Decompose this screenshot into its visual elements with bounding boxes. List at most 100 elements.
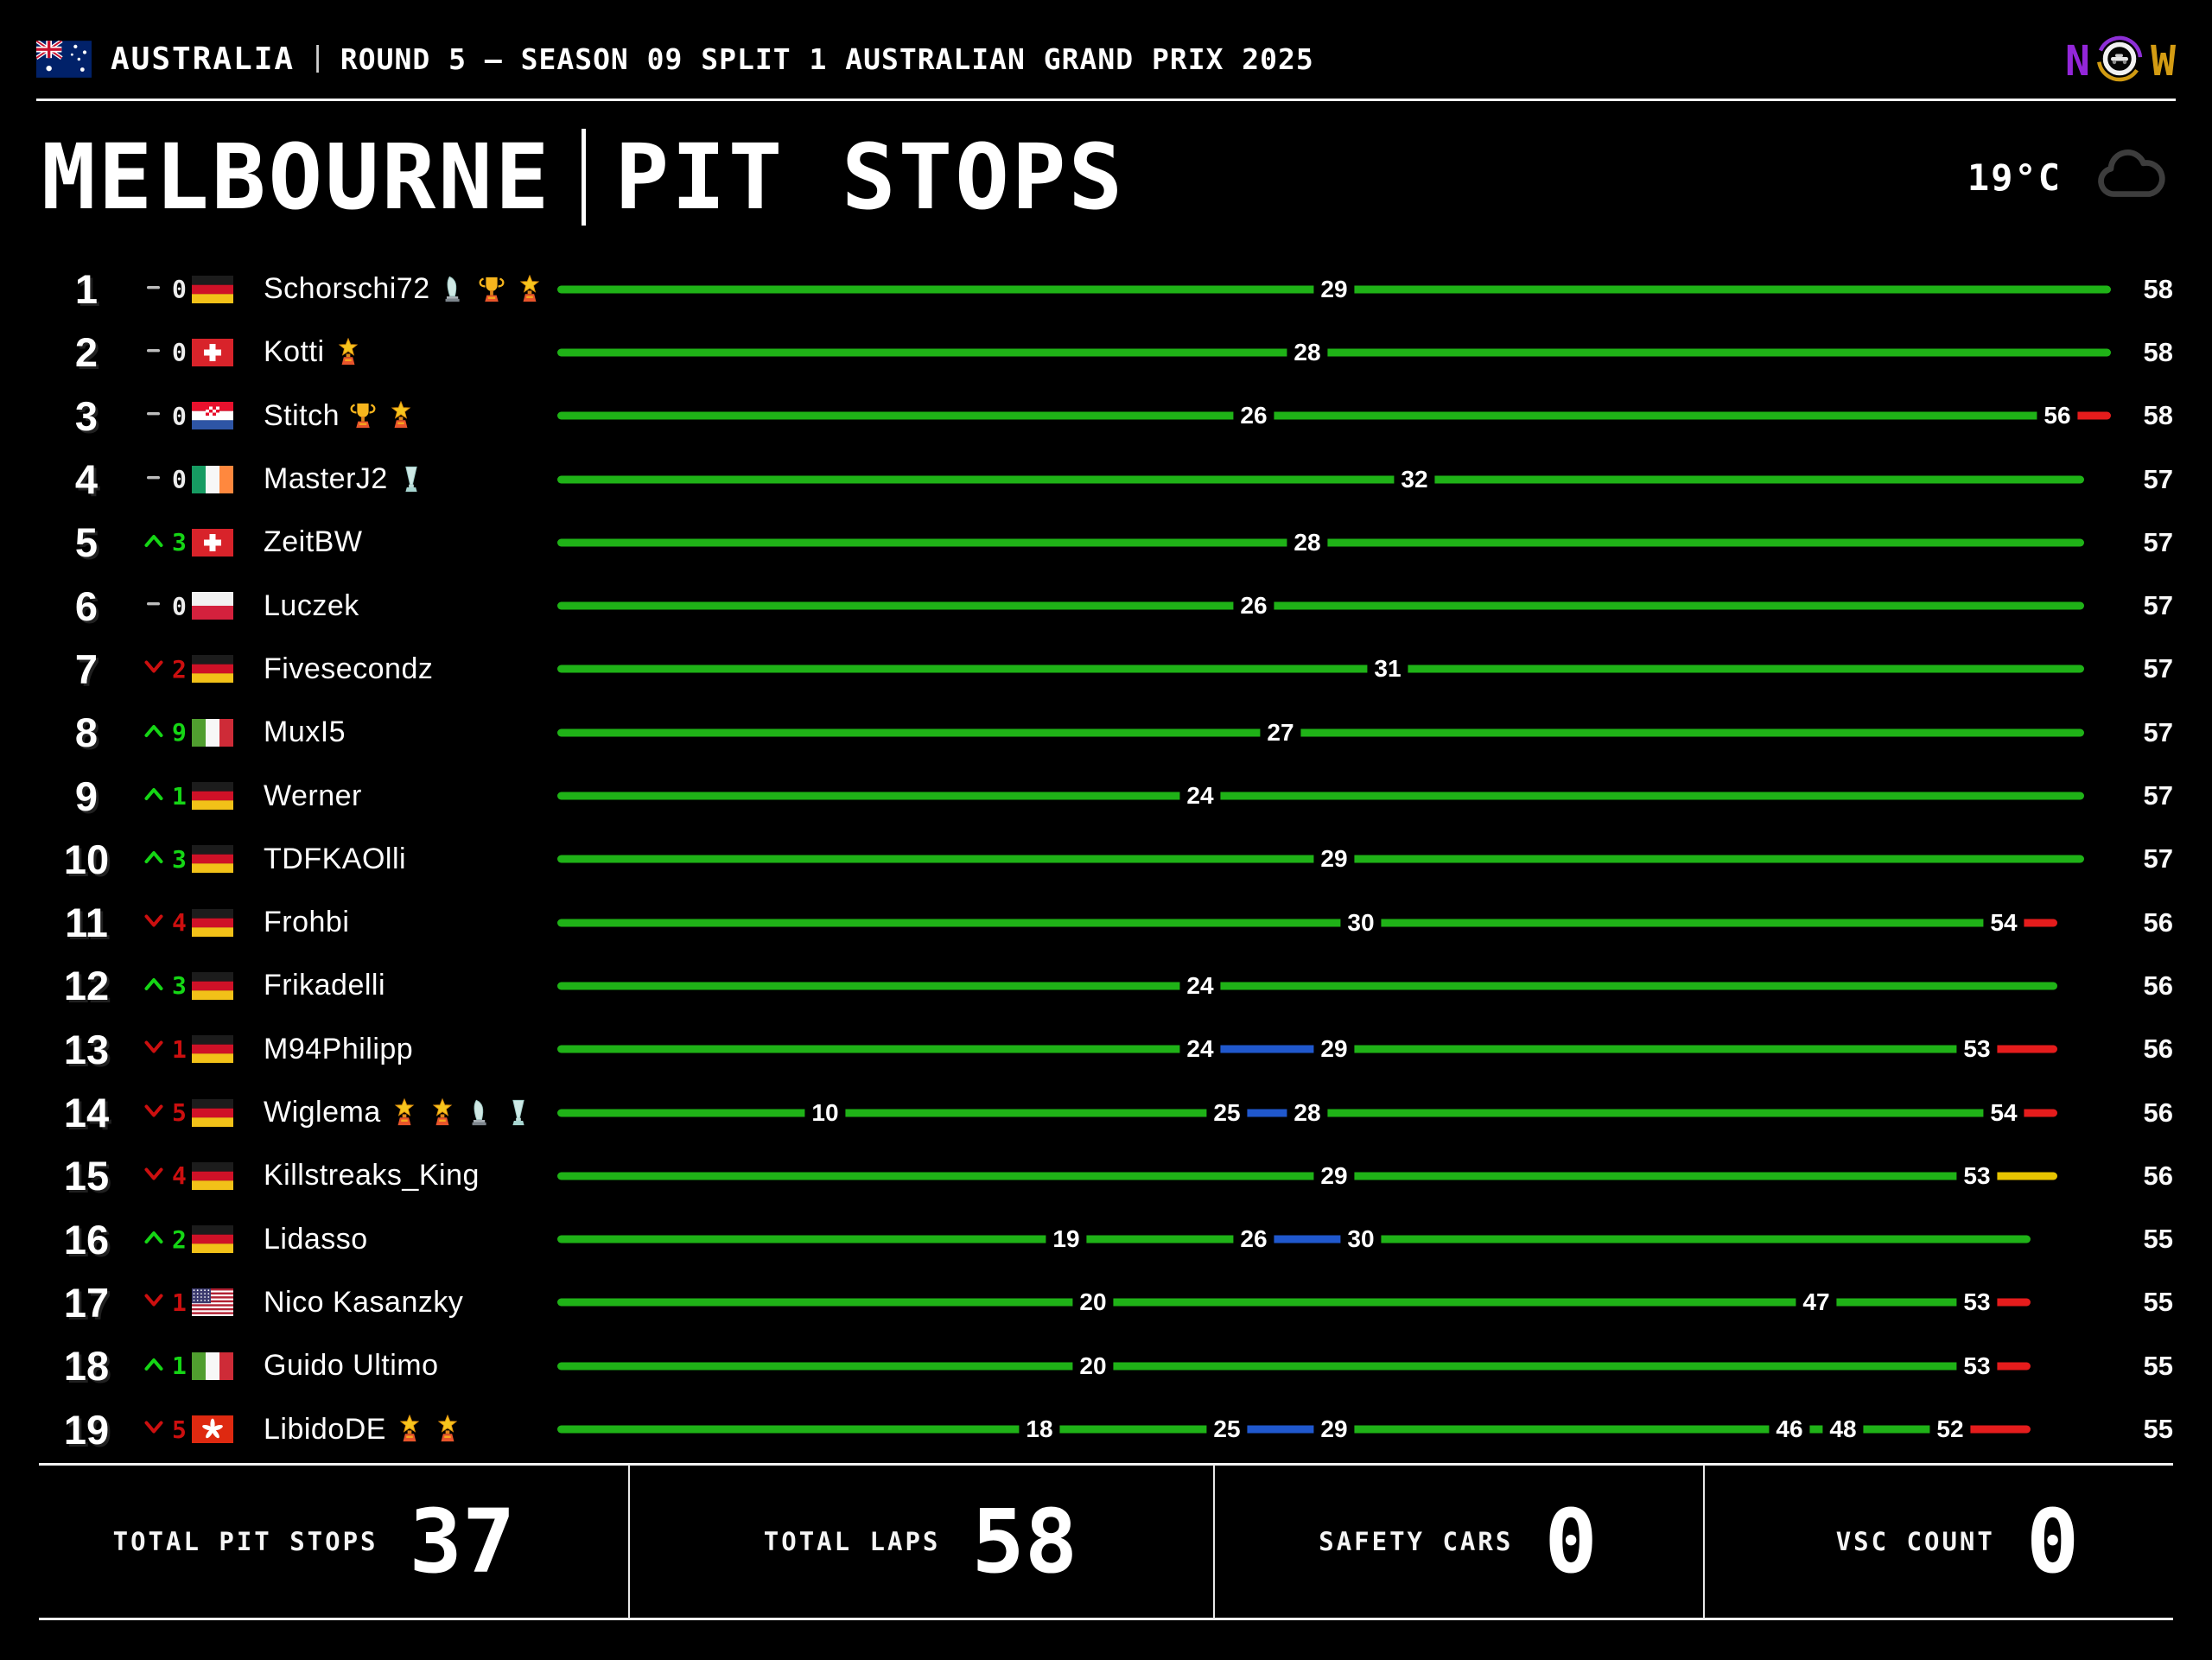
stint-segment: [1254, 1235, 1361, 1243]
country-flag-icon-de: [192, 782, 233, 811]
driver-row: 4 0 MasterJ2 32 57: [0, 448, 2212, 511]
stat-safety-cars: SAFETY CARS 0: [1213, 1466, 1703, 1618]
driver-row: 12 3 Frikadelli 24 56: [0, 954, 2212, 1017]
stint-segment: [1254, 601, 2084, 610]
country-flag-icon-de: [192, 908, 233, 937]
position-label: 10: [63, 836, 110, 882]
driver-cell: Lidasso: [264, 1208, 368, 1271]
change-value: 3: [172, 844, 187, 874]
driver-name: Killstreaks_King: [264, 1159, 480, 1193]
country-flag-icon-de: [192, 275, 233, 303]
country-flag-icon-de: [192, 655, 233, 684]
change-value: 3: [172, 971, 187, 1001]
country-flag-icon-pl: [192, 592, 233, 620]
driver-name: Schorschi72: [264, 272, 430, 306]
chevron-down-icon: [143, 659, 164, 678]
stint-segment: [825, 1109, 1227, 1117]
pit-lap-label: 28: [1287, 337, 1328, 367]
country-flag-icon-de: [192, 1225, 233, 1254]
laps-completed-label: 55: [2143, 1414, 2173, 1445]
stint-segment: [1334, 1425, 1789, 1434]
footer-top-line: [39, 1463, 2173, 1466]
pit-lap-label: 53: [1956, 1288, 1998, 1318]
weather-widget: 19°C: [1967, 149, 2171, 207]
stint-segment: [1200, 792, 2084, 800]
page-title-section: PIT STOPS: [614, 124, 1126, 230]
driver-cell: LibidoDE: [264, 1397, 462, 1460]
laps-completed-label: 57: [2143, 716, 2173, 747]
pit-lap-label: 56: [2037, 401, 2078, 431]
stint-segment: [1950, 1425, 2031, 1434]
laps-completed-label: 58: [2143, 336, 2173, 367]
stat-label: TOTAL LAPS: [763, 1527, 941, 1556]
star-trophy-icon: [433, 1414, 462, 1444]
stint-segment: [1307, 538, 2084, 547]
stint-segment: [1307, 348, 2111, 357]
star-trophy-icon: [386, 400, 416, 430]
pit-timeline: 30 54: [557, 891, 2111, 954]
stint-segment: [1281, 728, 2084, 737]
driver-cell: Luczek: [264, 575, 359, 638]
chevron-down-icon: [143, 1040, 164, 1059]
driver-row: 11 4 Frohbi 30 54 56: [0, 891, 2212, 954]
chevron-down-icon: [143, 1293, 164, 1312]
pit-timeline: 32: [557, 448, 2111, 511]
pit-lap-label: 54: [1983, 907, 2024, 938]
chevron-up-icon: [143, 533, 164, 552]
change-value: 2: [172, 1224, 187, 1254]
pit-lap-label: 26: [1233, 591, 1274, 621]
chevron-up-icon: [143, 849, 164, 868]
laps-completed-label: 57: [2143, 843, 2173, 875]
driver-row: 16 2 Lidasso 19 26 30 55: [0, 1208, 2212, 1271]
stint-segment: [1388, 665, 2084, 673]
stint-segment: [557, 1425, 1039, 1434]
pit-lap-label: 29: [1313, 844, 1355, 875]
pit-lap-label: 53: [1956, 1034, 1998, 1065]
pit-lap-label: 32: [1394, 464, 1435, 494]
driver-row: 10 3 TDFKAOlli 29 57: [0, 828, 2212, 891]
change-value: 0: [172, 401, 187, 430]
position-change: 1: [143, 1271, 221, 1334]
pit-lap-label: 20: [1072, 1351, 1114, 1381]
country-label: AUSTRALIA: [111, 41, 296, 77]
stat-label: SAFETY CARS: [1319, 1527, 1514, 1556]
laps-completed-label: 57: [2143, 780, 2173, 811]
driver-name: Guido Ultimo: [264, 1349, 439, 1383]
country-flag-icon-ch: [192, 338, 233, 366]
pit-lap-label: 46: [1769, 1415, 1810, 1445]
stat-total-pit-stops: TOTAL PIT STOPS 37: [0, 1466, 628, 1618]
footer-divider: [1703, 1465, 1705, 1619]
position-label: 5: [74, 519, 99, 566]
pit-lap-label: 29: [1313, 1034, 1355, 1065]
stint-segment: [1200, 982, 2057, 990]
pit-lap-label: 28: [1287, 527, 1328, 557]
stint-segment: [557, 919, 1361, 927]
logo-letter-n: N: [2065, 37, 2090, 86]
australia-flag-icon: [36, 40, 92, 78]
stint-segment: [1334, 1045, 1977, 1053]
position-change: 3: [143, 954, 221, 1017]
stat-label: TOTAL PIT STOPS: [112, 1527, 378, 1556]
star-trophy-icon: [515, 274, 544, 304]
stat-value: 58: [971, 1490, 1078, 1593]
teal-cup-icon: [397, 465, 426, 494]
stint-segment: [1977, 1298, 2031, 1307]
driver-name: M94Philipp: [264, 1032, 414, 1065]
stat-value: 37: [409, 1490, 516, 1593]
stint-segment: [557, 475, 1414, 484]
pit-timeline: 18 25 29 46 48 52: [557, 1397, 2111, 1460]
standings: 1 0 Schorschi72 29 58 2 0 Kotti: [0, 258, 2212, 1462]
pit-lap-label: 48: [1822, 1415, 1864, 1445]
stint-segment: [1334, 285, 2111, 294]
position-change: 5: [143, 1397, 221, 1460]
position-change: 2: [143, 638, 221, 701]
driver-row: 2 0 Kotti 28 58: [0, 321, 2212, 384]
star-trophy-icon: [395, 1414, 424, 1444]
position-change: 4: [143, 1144, 221, 1207]
stint-segment: [2004, 1109, 2057, 1117]
driver-name: Frohbi: [264, 906, 350, 939]
driver-cell: Frohbi: [264, 891, 349, 954]
laps-completed-label: 56: [2143, 906, 2173, 938]
stat-vsc-count: VSC COUNT 0: [1703, 1466, 2212, 1618]
